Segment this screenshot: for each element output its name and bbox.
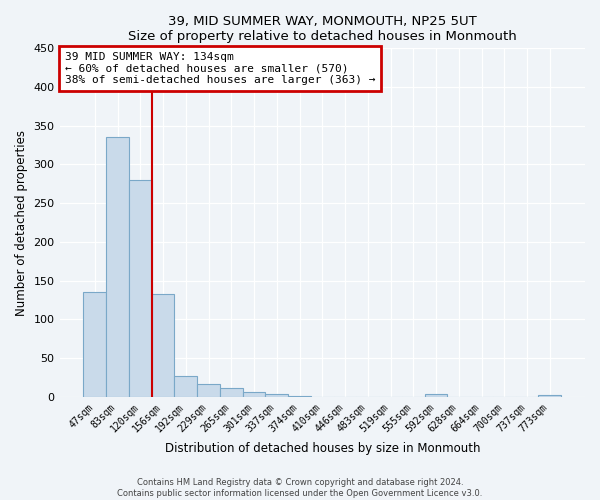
Bar [425, 394, 448, 397]
Bar [288, 396, 311, 397]
X-axis label: Distribution of detached houses by size in Monmouth: Distribution of detached houses by size … [164, 442, 480, 455]
Y-axis label: Number of detached properties: Number of detached properties [15, 130, 28, 316]
Bar [106, 138, 129, 397]
Bar [175, 376, 197, 397]
Bar [265, 394, 288, 397]
Bar [197, 384, 220, 397]
Bar [220, 388, 242, 397]
Bar [538, 396, 561, 397]
Title: 39, MID SUMMER WAY, MONMOUTH, NP25 5UT
Size of property relative to detached hou: 39, MID SUMMER WAY, MONMOUTH, NP25 5UT S… [128, 15, 517, 43]
Text: Contains HM Land Registry data © Crown copyright and database right 2024.
Contai: Contains HM Land Registry data © Crown c… [118, 478, 482, 498]
Bar [152, 294, 175, 397]
Bar [83, 292, 106, 397]
Bar [129, 180, 152, 397]
Bar [242, 392, 265, 397]
Text: 39 MID SUMMER WAY: 134sqm
← 60% of detached houses are smaller (570)
38% of semi: 39 MID SUMMER WAY: 134sqm ← 60% of detac… [65, 52, 375, 85]
